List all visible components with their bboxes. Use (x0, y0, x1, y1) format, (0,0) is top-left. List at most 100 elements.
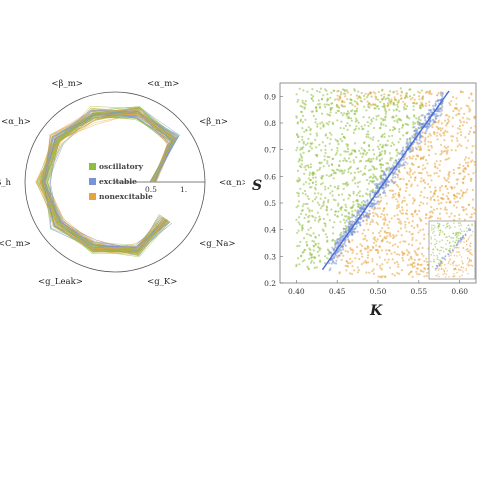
scatter-point-nonexcitable (376, 223, 380, 226)
scatter-point-oscillatory (330, 133, 333, 136)
scatter-point-oscillatory (346, 143, 350, 146)
scatter-point-oscillatory (322, 217, 325, 221)
scatter-point-excitable (421, 114, 424, 117)
scatter-point-nonexcitable (392, 234, 395, 237)
scatter-point-excitable (351, 233, 354, 236)
scatter-point-nonexcitable (371, 218, 374, 221)
scatter-point-oscillatory (322, 165, 325, 168)
scatter-point-oscillatory (312, 114, 315, 118)
scatter-point-oscillatory (327, 252, 330, 256)
scatter-point-nonexcitable (403, 196, 406, 199)
scatter-point-nonexcitable (397, 185, 400, 188)
scatter-point-oscillatory (381, 133, 384, 136)
radar-line (39, 113, 175, 250)
scatter-point-nonexcitable (380, 268, 383, 271)
scatter-point-excitable (429, 124, 432, 127)
scatter-point-oscillatory (393, 143, 396, 146)
scatter-point-oscillatory (302, 183, 305, 186)
scatter-point-nonexcitable (442, 193, 445, 196)
scatter-point-oscillatory (311, 200, 314, 203)
scatter-point-nonexcitable (463, 218, 466, 221)
scatter-point-nonexcitable (444, 178, 447, 181)
scatter-point-nonexcitable (419, 194, 422, 197)
inset-point (451, 248, 454, 251)
scatter-point-oscillatory (311, 142, 314, 145)
scatter-point-oscillatory (336, 149, 339, 152)
scatter-point-oscillatory (305, 129, 308, 132)
scatter-point-nonexcitable (449, 103, 452, 107)
scatter-point-oscillatory (316, 125, 319, 128)
scatter-point-oscillatory (301, 227, 304, 230)
inset-point (466, 263, 469, 265)
inset-point (461, 269, 463, 271)
scatter-point-nonexcitable (341, 242, 344, 246)
inset-point (469, 242, 472, 245)
inset-point (447, 262, 450, 265)
scatter-point-oscillatory (331, 163, 334, 167)
scatter-point-nonexcitable (401, 206, 404, 209)
scatter-point-nonexcitable (461, 206, 464, 209)
inset-point (452, 264, 454, 267)
scatter-point-oscillatory (381, 146, 384, 149)
scatter-point-nonexcitable (397, 193, 400, 196)
scatter-point-oscillatory (350, 101, 353, 105)
scatter-point-excitable (365, 213, 368, 216)
inset-point (462, 234, 464, 237)
scatter-point-oscillatory (384, 150, 387, 154)
scatter-point-excitable (426, 125, 429, 128)
scatter-point-nonexcitable (447, 181, 450, 184)
scatter-point-excitable (351, 222, 354, 225)
radar-axis-label-7: <g_Leak> (38, 277, 83, 287)
scatter-point-oscillatory (412, 123, 415, 126)
scatter-point-oscillatory (383, 95, 386, 99)
scatter-point-excitable (377, 186, 380, 189)
scatter-point-oscillatory (367, 182, 371, 185)
scatter-point-nonexcitable (416, 184, 419, 187)
scatter-point-nonexcitable (404, 220, 407, 224)
scatter-point-oscillatory (347, 117, 351, 120)
scatter-point-nonexcitable (405, 212, 409, 216)
scatter-point-nonexcitable (361, 244, 364, 248)
scatter-point-nonexcitable (405, 183, 408, 186)
scatter-point-oscillatory (380, 163, 383, 167)
scatter-point-excitable (413, 125, 416, 129)
scatter-point-nonexcitable (395, 204, 399, 207)
radar-axis-label-1: <β_n> (199, 117, 228, 127)
scatter-point-oscillatory (360, 100, 363, 103)
scatter-point-nonexcitable (425, 274, 428, 278)
scatter-point-oscillatory (388, 135, 391, 138)
scatter-point-oscillatory (386, 144, 389, 147)
scatter-point-oscillatory (324, 262, 327, 265)
inset-point (437, 269, 440, 272)
scatter-point-nonexcitable (446, 150, 449, 154)
scatter-point-oscillatory (372, 126, 376, 130)
scatter-point-nonexcitable (441, 127, 444, 130)
scatter-point-oscillatory (375, 156, 379, 159)
inset-point (455, 251, 458, 253)
scatter-point-oscillatory (345, 206, 348, 209)
scatter-point-nonexcitable (452, 204, 456, 207)
scatter-point-excitable (441, 95, 444, 98)
scatter-point-oscillatory (328, 142, 331, 145)
scatter-point-oscillatory (412, 105, 415, 108)
scatter-point-nonexcitable (383, 213, 386, 217)
scatter-point-nonexcitable (411, 146, 415, 150)
scatter-point-nonexcitable (408, 167, 412, 170)
scatter-point-oscillatory (310, 186, 313, 189)
scatter-point-nonexcitable (439, 186, 442, 189)
inset-point (440, 262, 443, 264)
scatter-point-nonexcitable (456, 178, 459, 181)
scatter-point-oscillatory (379, 143, 382, 146)
inset-point (438, 275, 440, 278)
scatter-point-nonexcitable (424, 138, 427, 141)
scatter-point-nonexcitable (376, 215, 380, 218)
scatter-point-oscillatory (329, 111, 332, 114)
scatter-point-nonexcitable (369, 223, 372, 226)
scatter-point-oscillatory (343, 150, 346, 153)
inset-point (457, 237, 460, 240)
scatter-point-nonexcitable (415, 270, 418, 273)
scatter-point-nonexcitable (362, 261, 365, 264)
scatter-point-nonexcitable (411, 238, 414, 241)
scatter-point-oscillatory (344, 150, 348, 153)
scatter-point-nonexcitable (399, 210, 402, 213)
